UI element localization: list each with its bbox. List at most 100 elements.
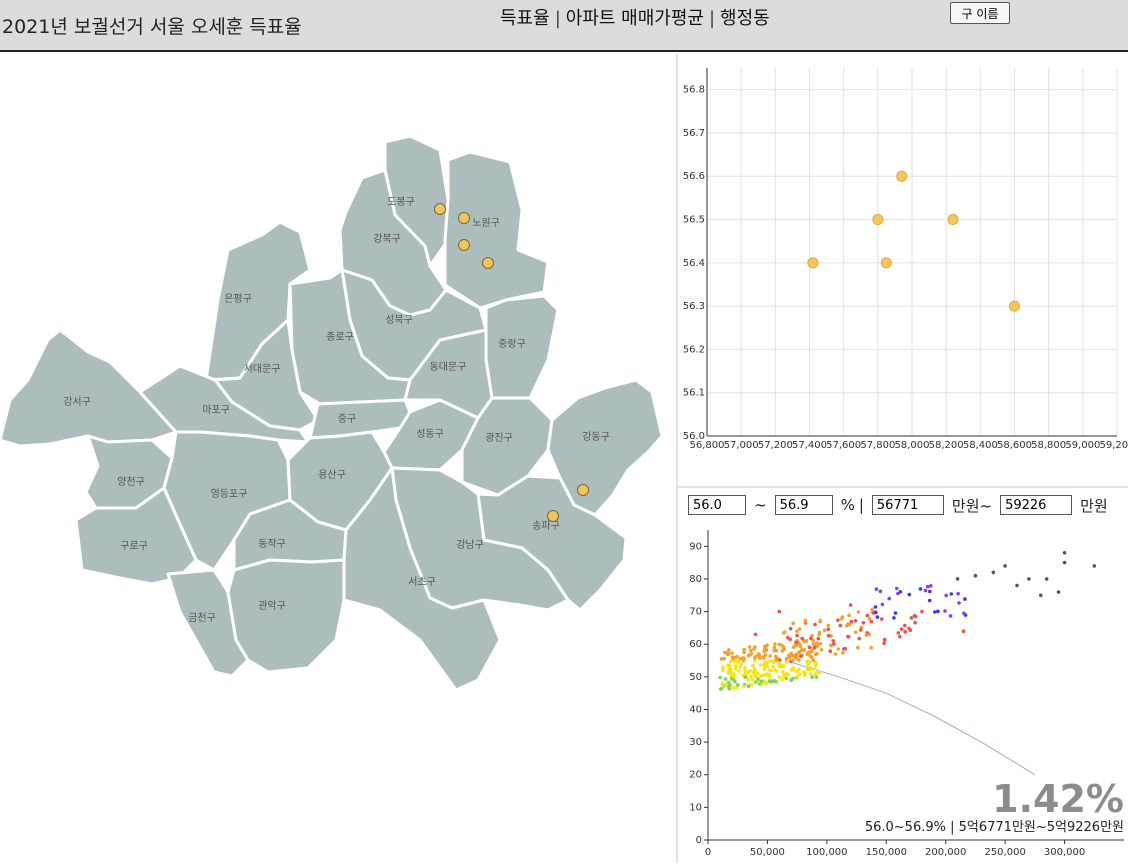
nav-vote-rate[interactable]: 득표율 (500, 8, 550, 29)
y-tick-label: 56.8 (683, 85, 705, 96)
max-vote-rate-input[interactable] (775, 495, 833, 515)
data-point (749, 649, 753, 653)
data-point (814, 652, 818, 656)
district-marker[interactable] (435, 204, 446, 215)
nav-admin-dong[interactable]: 행정동 (720, 8, 770, 29)
y-tick-label: 10 (689, 802, 702, 813)
data-point (795, 670, 799, 674)
data-point (753, 656, 757, 660)
y-tick-label: 30 (689, 737, 702, 748)
data-point (829, 643, 833, 647)
min-vote-rate-input[interactable] (688, 495, 746, 515)
data-point (781, 649, 785, 653)
data-point (950, 592, 954, 596)
nav-apartment-price[interactable]: 아파트 매매가평균 (566, 8, 704, 29)
data-point (892, 616, 896, 620)
data-point (812, 667, 816, 671)
data-point (874, 611, 878, 615)
data-point (1045, 577, 1049, 581)
data-point (734, 667, 738, 671)
data-point (761, 655, 765, 659)
data-point (879, 590, 883, 594)
data-point (928, 590, 932, 594)
data-point (854, 619, 858, 623)
y-tick-label: 90 (689, 541, 702, 552)
data-point (733, 680, 737, 684)
district-marker[interactable] (483, 258, 494, 269)
data-point (857, 637, 861, 641)
data-point (768, 654, 772, 658)
data-point (804, 619, 808, 623)
max-price-input[interactable] (1000, 495, 1072, 515)
data-point (836, 618, 840, 622)
data-point (809, 672, 813, 676)
data-point (820, 648, 824, 652)
x-tick-label: 59,000 (1065, 440, 1100, 451)
data-point (756, 672, 760, 676)
min-price-input[interactable] (872, 495, 944, 515)
data-point (810, 675, 814, 679)
data-point (765, 672, 769, 676)
data-point (882, 642, 886, 646)
data-point (813, 672, 817, 676)
data-point (814, 664, 818, 668)
data-point[interactable] (1010, 301, 1020, 311)
data-point (944, 594, 948, 598)
data-point (789, 627, 793, 631)
y-tick-label: 56.5 (683, 215, 705, 226)
data-point (876, 615, 880, 619)
data-point (803, 648, 807, 652)
data-point (813, 623, 817, 627)
data-point (733, 660, 737, 664)
data-point (859, 628, 863, 632)
data-point[interactable] (881, 258, 891, 268)
data-point (795, 634, 799, 638)
data-point (808, 668, 812, 672)
data-point[interactable] (948, 215, 958, 225)
x-tick-label: 58,000 (895, 440, 930, 451)
data-point[interactable] (897, 171, 907, 181)
data-point (806, 663, 810, 667)
district-nowon[interactable] (445, 152, 548, 308)
data-point (847, 614, 851, 618)
district-marker[interactable] (578, 485, 589, 496)
data-point (897, 631, 901, 635)
data-point (1003, 564, 1007, 568)
data-point (748, 645, 752, 649)
data-point (789, 652, 793, 656)
x-tick-label: 57,800 (860, 440, 895, 451)
data-point (832, 642, 836, 646)
data-point (1063, 561, 1067, 565)
x-tick-label: 100,000 (806, 847, 847, 858)
district-marker[interactable] (548, 511, 559, 522)
x-tick-label: 58,200 (929, 440, 964, 451)
district-marker[interactable] (459, 240, 470, 251)
data-point (1057, 590, 1061, 594)
data-point (949, 614, 953, 618)
tilde-label: ~ (752, 496, 769, 514)
data-point[interactable] (873, 215, 883, 225)
district-gwanak[interactable] (228, 560, 344, 672)
district-name-toggle-button[interactable]: 구 이름 (950, 2, 1010, 24)
y-tick-label: 70 (689, 607, 702, 618)
data-point (809, 637, 813, 641)
district-label: 광진구 (485, 432, 513, 444)
district-marker[interactable] (459, 213, 470, 224)
data-point (898, 635, 902, 639)
data-point (784, 672, 788, 676)
data-point (721, 666, 725, 670)
data-point[interactable] (808, 258, 818, 268)
data-point (962, 629, 966, 633)
data-point (856, 646, 860, 650)
data-point (796, 675, 800, 679)
data-point (894, 611, 898, 615)
data-point (718, 676, 722, 680)
data-point (791, 622, 795, 626)
data-point (956, 577, 960, 581)
data-point (854, 630, 858, 634)
data-point (743, 675, 747, 679)
data-point (800, 637, 804, 641)
data-point (929, 584, 933, 588)
